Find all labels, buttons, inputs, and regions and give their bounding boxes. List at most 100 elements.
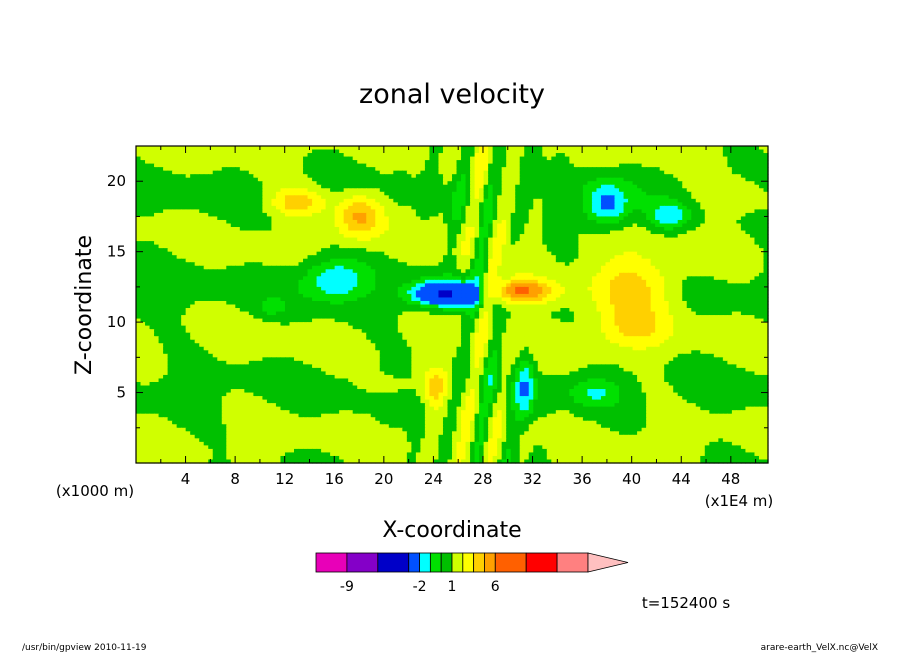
contour-cell	[596, 198, 602, 203]
contour-cell	[244, 251, 250, 256]
contour-cell	[731, 174, 737, 179]
contour-cell	[357, 258, 363, 263]
contour-cell	[208, 258, 214, 263]
contour-cell	[461, 202, 467, 207]
contour-cell	[655, 241, 661, 246]
contour-cell	[424, 174, 431, 179]
contour-cell	[239, 241, 245, 246]
contour-cell	[149, 181, 155, 186]
contour-cell	[294, 262, 300, 267]
contour-cell	[754, 181, 760, 186]
contour-cell	[325, 212, 331, 218]
contour-cell	[442, 237, 449, 242]
contour-cell	[736, 219, 742, 225]
contour-cell	[257, 146, 263, 151]
contour-cell	[474, 216, 480, 221]
contour-cell	[167, 184, 173, 189]
contour-cell	[600, 202, 607, 207]
contour-cell	[307, 160, 313, 165]
contour-cell	[176, 198, 182, 203]
contour-cell	[569, 265, 575, 270]
contour-cell	[704, 265, 710, 270]
contour-cell	[691, 195, 697, 200]
contour-cell	[646, 177, 652, 182]
contour-cell	[506, 265, 512, 270]
contour-cell	[578, 198, 584, 203]
contour-cell	[429, 205, 435, 210]
contour-cell	[190, 255, 196, 260]
contour-cell	[578, 262, 584, 267]
contour-cell	[321, 237, 327, 242]
contour-cell	[605, 262, 611, 267]
contour-cell	[280, 255, 286, 260]
contour-cell	[244, 212, 250, 218]
contour-cell	[433, 156, 440, 161]
contour-cell	[388, 205, 394, 210]
contour-cell	[352, 258, 358, 263]
contour-cell	[677, 258, 683, 263]
contour-cell	[637, 146, 643, 151]
contour-cell	[632, 258, 638, 263]
contour-cell	[637, 255, 643, 260]
contour-cell	[172, 188, 178, 193]
contour-cell	[181, 244, 187, 249]
contour-cell	[370, 237, 376, 242]
contour-cell	[357, 209, 363, 214]
contour-cell	[248, 205, 254, 210]
contour-cell	[262, 160, 268, 165]
contour-cell	[307, 269, 313, 274]
contour-cell	[212, 234, 218, 239]
contour-cell	[655, 177, 661, 182]
contour-cell	[294, 181, 300, 186]
contour-cell	[343, 209, 349, 214]
contour-cell	[461, 198, 467, 203]
contour-cell	[424, 216, 431, 221]
contour-cell	[239, 149, 245, 154]
contour-cell	[740, 244, 747, 249]
contour-cell	[754, 160, 760, 165]
contour-cell	[524, 258, 530, 263]
contour-cell	[357, 153, 363, 158]
contour-cell	[307, 153, 313, 158]
contour-cell	[700, 230, 706, 235]
contour-cell	[154, 219, 160, 225]
contour-cell	[515, 188, 521, 193]
contour-cell	[506, 170, 512, 175]
contour-cell	[397, 174, 403, 179]
contour-cell	[524, 202, 530, 207]
contour-cell	[361, 205, 367, 210]
contour-cell	[375, 170, 381, 175]
contour-cell	[312, 170, 318, 175]
contour-cell	[388, 230, 394, 235]
contour-cell	[397, 156, 403, 161]
contour-cell	[388, 258, 394, 263]
contour-cell	[366, 188, 372, 193]
contour-cell	[375, 237, 381, 242]
contour-cell	[217, 184, 223, 189]
contour-cell	[632, 230, 638, 235]
contour-cell	[402, 234, 408, 239]
contour-cell	[655, 191, 661, 196]
contour-cell	[433, 198, 440, 203]
contour-cell	[637, 160, 643, 165]
contour-cell	[275, 174, 282, 179]
contour-cell	[284, 223, 291, 228]
contour-cell	[677, 244, 683, 249]
contour-cell	[397, 153, 403, 158]
contour-cell	[524, 265, 530, 270]
contour-cell	[334, 156, 340, 161]
contour-cell	[605, 265, 611, 270]
contour-cell	[582, 265, 589, 270]
contour-cell	[591, 230, 598, 235]
contour-cell	[203, 262, 209, 267]
contour-cell	[600, 212, 607, 218]
contour-cell	[610, 223, 616, 228]
contour-cell	[221, 167, 227, 172]
contour-cell	[212, 191, 218, 196]
contour-cell	[194, 265, 200, 270]
contour-cell	[551, 181, 557, 186]
contour-cell	[429, 167, 435, 172]
contour-cell	[740, 251, 747, 256]
contour-cell	[474, 265, 480, 270]
contour-cell	[474, 248, 480, 253]
